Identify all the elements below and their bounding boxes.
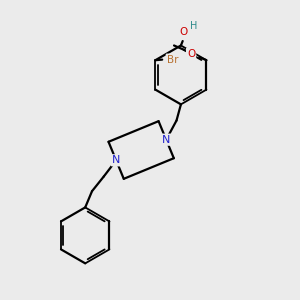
Text: O: O bbox=[187, 49, 195, 59]
Text: N: N bbox=[112, 155, 120, 165]
Text: O: O bbox=[179, 27, 188, 37]
Text: Br: Br bbox=[167, 55, 178, 64]
Text: N: N bbox=[162, 135, 170, 145]
Text: H: H bbox=[190, 21, 197, 31]
